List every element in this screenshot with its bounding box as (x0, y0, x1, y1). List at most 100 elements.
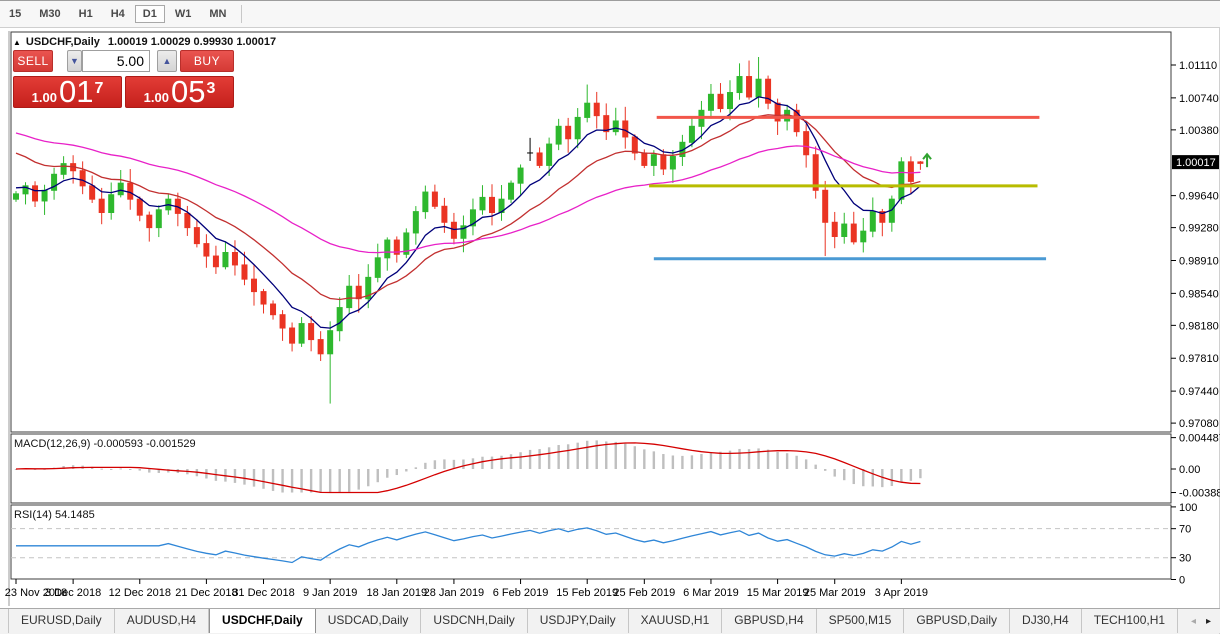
date-tick-label: 25 Mar 2019 (804, 587, 866, 599)
macd-bar (890, 469, 894, 486)
timeframe-button-mn[interactable]: MN (209, 8, 227, 20)
candle-body (422, 191, 429, 213)
macd-bar (643, 449, 646, 469)
tab-eurusd-daily[interactable]: EURUSD,Daily (8, 609, 115, 633)
candle-body (60, 163, 67, 175)
candle-body (755, 78, 762, 98)
rsi-indicator-label: RSI(14) 54.1485 (14, 509, 95, 521)
tab-audusd-h4[interactable]: AUDUSD,H4 (115, 609, 210, 633)
candle-body (450, 221, 457, 239)
mid-ma-line (15, 114, 921, 301)
candle-body (298, 323, 305, 344)
macd-bar (386, 469, 389, 478)
candle-body (508, 182, 515, 200)
price-tick-label: 0.98180 (1179, 320, 1219, 332)
macd-bar (700, 454, 703, 469)
candle-body (355, 285, 362, 300)
macd-bar (148, 469, 151, 473)
macd-bar (33, 469, 37, 470)
tab-ukc[interactable]: UKC (1178, 609, 1180, 633)
candle-body (117, 182, 124, 196)
price-tick-label: 1.00740 (1179, 93, 1219, 105)
candle-body (222, 251, 229, 268)
macd-bar (509, 454, 513, 469)
one-click-trading-panel: SELL ▼ ▲ BUY 1.00 01 7 1.00 05 3 (13, 50, 234, 110)
date-tick-label: 28 Jan 2019 (424, 587, 485, 599)
candle-body (650, 154, 657, 166)
candle-body (51, 173, 58, 191)
timeframe-button-15[interactable]: 15 (9, 8, 22, 20)
candle-body (555, 125, 562, 145)
timeframe-button-d1[interactable]: D1 (134, 5, 165, 23)
tab-gbpusd-daily[interactable]: GBPUSD,Daily (904, 609, 1011, 633)
volume-input[interactable] (82, 50, 150, 72)
symbol-triangle-icon: ▲ (13, 38, 21, 47)
candle-body (669, 156, 676, 170)
timeframe-button-h4[interactable]: H4 (110, 8, 125, 20)
macd-axis: 0.004487 0.00 -0.003883 (1171, 433, 1220, 500)
macd-bar (338, 469, 341, 493)
macd-bar (900, 469, 903, 483)
date-tick-label: 25 Feb 2019 (613, 587, 675, 599)
macd-bar (252, 469, 256, 487)
candle-body (41, 189, 48, 202)
candle-body (79, 170, 86, 187)
tab-usdchf-daily[interactable]: USDCHF,Daily (209, 609, 316, 633)
tab-usdcnh-daily[interactable]: USDCNH,Daily (421, 609, 528, 633)
macd-bar (367, 469, 370, 487)
macd-bar (119, 468, 122, 470)
tab-tech100-h1[interactable]: TECH100,H1 (1082, 609, 1179, 633)
macd-indicator-label: MACD(12,26,9) -0.000593 -0.001529 (14, 438, 196, 450)
macd-bar (433, 460, 437, 469)
current-price-label: 1.00017 (1176, 157, 1216, 169)
candle-body (536, 152, 543, 166)
candle-body (431, 191, 438, 207)
buy-price-big: 05 (170, 74, 206, 109)
tab-usdcad-daily[interactable]: USDCAD,Daily (316, 609, 422, 633)
macd-bar (804, 459, 808, 469)
candle-body (612, 120, 619, 133)
candle-body (707, 93, 714, 111)
candle-body (812, 154, 819, 191)
timeframe-button-w1[interactable]: W1 (174, 8, 192, 20)
tab-usdjpy-daily[interactable]: USDJPY,Daily (528, 609, 629, 633)
sell-price-box[interactable]: 1.00 01 7 (13, 76, 122, 108)
macd-bar (633, 446, 636, 469)
volume-increase-button[interactable]: ▲ (157, 50, 177, 72)
candle-body (308, 323, 315, 341)
tab-sp500-m15[interactable]: SP500,M15 (817, 609, 905, 633)
candle-body (212, 255, 219, 268)
macd-bar (776, 451, 779, 469)
candle-body (831, 221, 838, 237)
candle-body (393, 239, 400, 255)
tab-scroll-right-icon[interactable]: ▸ (1205, 615, 1211, 627)
candle-body (403, 232, 410, 255)
candle-body (479, 196, 486, 211)
rsi-tick-label: 30 (1179, 553, 1191, 565)
candle-body (774, 102, 781, 122)
tab-xauusd-h1[interactable]: XAUUSD,H1 (629, 609, 723, 633)
candle-body (898, 161, 905, 200)
sell-button[interactable]: SELL (13, 50, 53, 72)
macd-bar (652, 451, 656, 469)
tab-dj30-h4[interactable]: DJ30,H4 (1010, 609, 1082, 633)
tab-scroll-left-icon[interactable]: ◂ (1190, 615, 1196, 627)
toolbar-separator (241, 5, 243, 23)
candle-body (365, 276, 372, 300)
price-tick-label: 0.98540 (1179, 288, 1219, 300)
timeframe-button-m30[interactable]: M30 (39, 8, 61, 20)
tab-gbpusd-h4[interactable]: GBPUSD,H4 (722, 609, 817, 633)
rsi-axis: 100 70 30 0 (1171, 502, 1197, 587)
macd-bar (357, 469, 360, 490)
timeframe-button-h1[interactable]: H1 (78, 8, 93, 20)
volume-decrease-button[interactable]: ▼ (67, 50, 82, 72)
buy-button[interactable]: BUY (180, 50, 234, 72)
macd-bar (795, 455, 798, 469)
rsi-plot-frame (10, 504, 1172, 580)
macd-bar (881, 469, 884, 488)
price-tick-label: 0.97080 (1179, 418, 1219, 430)
macd-bar (157, 469, 160, 473)
buy-price-box[interactable]: 1.00 05 3 (125, 76, 234, 108)
